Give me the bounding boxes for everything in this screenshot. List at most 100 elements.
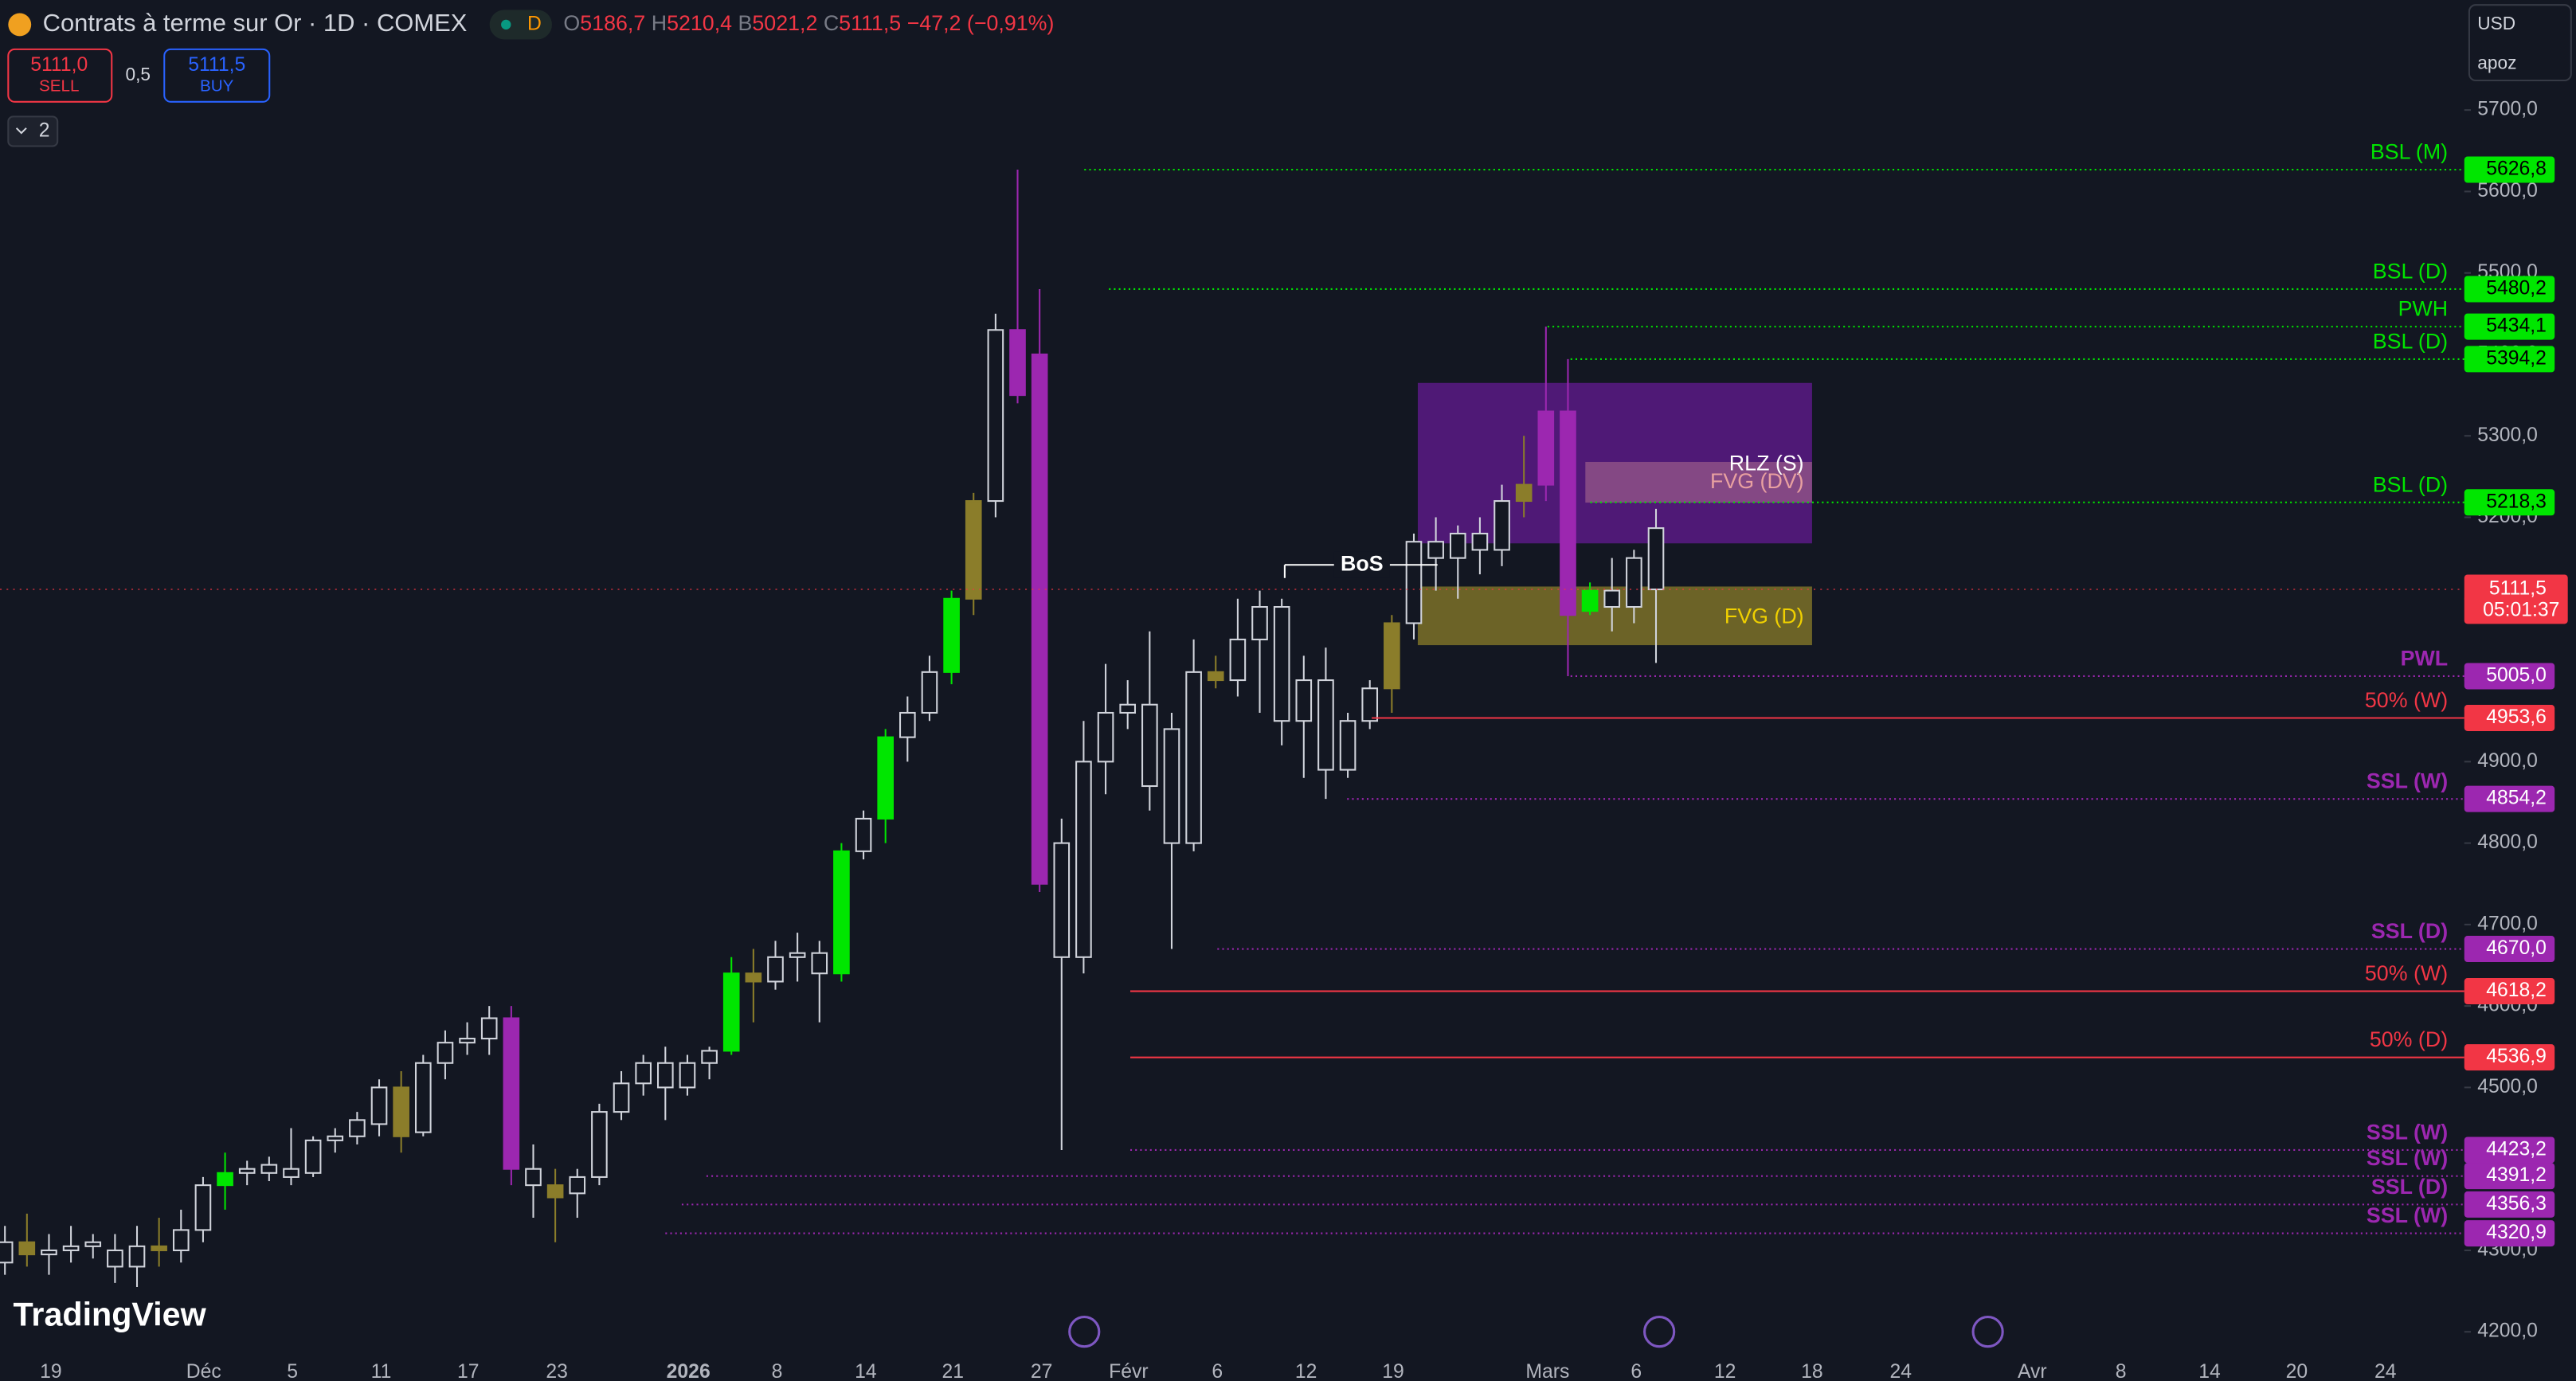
ohlc-value: 5186,7 — [580, 11, 645, 35]
indicator-toggle[interactable] — [7, 115, 59, 147]
logo: TradingView — [14, 1296, 207, 1332]
candle-body — [1317, 679, 1334, 771]
candle-body — [987, 329, 1004, 503]
candle-body — [1515, 483, 1533, 503]
y-tick-label: 4200,0 — [2477, 1320, 2538, 1342]
zone-label: FVG (DV) — [1710, 469, 1804, 493]
candle-body — [1295, 679, 1313, 722]
candle-body — [1339, 720, 1357, 771]
candle-body — [1229, 638, 1247, 682]
candle-body — [591, 1111, 608, 1178]
ohlc-value: 5210,4 — [667, 11, 732, 35]
candle-body — [833, 850, 850, 975]
symbol-title: Contrats à terme sur Or · 1D · COMEX — [43, 9, 468, 37]
x-tick-label: 23 — [546, 1361, 568, 1381]
x-tick-label: 2026 — [667, 1361, 711, 1381]
price-tag — [2464, 936, 2555, 963]
x-tick-label: 27 — [1031, 1361, 1053, 1381]
level-label: 50% (D) — [2370, 1027, 2448, 1051]
x-tick-label: 20 — [2286, 1361, 2308, 1381]
candle-body — [921, 671, 938, 714]
candle-body — [1009, 329, 1026, 397]
currency-box[interactable] — [2468, 4, 2572, 82]
sell-button[interactable] — [7, 48, 113, 103]
candle-body — [679, 1062, 696, 1089]
level-label: SSL (W) — [2367, 1203, 2448, 1227]
ohlc-key: B — [738, 11, 753, 35]
candle-body — [1449, 532, 1466, 559]
price-tag-label: 5394,2 — [2486, 347, 2547, 369]
buy-button[interactable] — [163, 48, 271, 103]
candle-body — [260, 1164, 278, 1174]
event-icon[interactable] — [1068, 1316, 1101, 1348]
level-label: 50% (W) — [2365, 688, 2448, 712]
candle-body — [283, 1168, 299, 1178]
level-label: SSL (W) — [2367, 1146, 2448, 1170]
price-tag-label: 4356,3 — [2486, 1193, 2547, 1215]
candle-body — [722, 972, 740, 1052]
x-tick-label: 11 — [371, 1361, 392, 1381]
price-tag-label: 4854,2 — [2486, 788, 2547, 809]
price-tag-label: 5218,3 — [2486, 491, 2547, 512]
zone-label: RLZ (S) — [1729, 452, 1804, 475]
candle-body — [1647, 527, 1665, 591]
y-tick-label: 5700,0 — [2477, 99, 2538, 120]
candle-body — [1471, 532, 1489, 551]
price-tag — [2464, 346, 2555, 373]
candle-body — [1075, 761, 1092, 958]
price-tag — [2464, 1044, 2555, 1071]
event-icon[interactable] — [1971, 1316, 2004, 1348]
price-tag — [2464, 785, 2555, 812]
candle-body — [151, 1245, 167, 1251]
candle-body — [943, 597, 960, 673]
candle-body — [635, 1062, 652, 1085]
x-tick-label: 24 — [1890, 1361, 1912, 1381]
x-tick-label: 24 — [2374, 1361, 2397, 1381]
candle-body — [238, 1168, 256, 1174]
candle-body — [1537, 410, 1555, 486]
price-tag-label: 4391,2 — [2486, 1164, 2547, 1186]
candle-body — [1031, 353, 1048, 885]
candle-body — [657, 1062, 674, 1089]
candle-body — [811, 952, 828, 975]
x-tick-label: Avr — [2018, 1361, 2047, 1381]
candle-body — [546, 1184, 564, 1199]
candle-body — [1603, 589, 1621, 608]
level-label: BSL (M) — [2370, 139, 2448, 163]
status-dot — [501, 19, 511, 30]
candle-body — [899, 711, 916, 738]
candle-body — [393, 1086, 409, 1137]
ui: Contrats à terme sur Or · 1D · COMEX D O… — [7, 4, 2572, 1348]
candle-body — [84, 1241, 102, 1247]
candle-body — [128, 1245, 146, 1268]
x-tick-label: 14 — [855, 1361, 877, 1381]
candle-body — [789, 952, 806, 958]
x-tick-label: 14 — [2198, 1361, 2221, 1381]
candle-body — [18, 1241, 36, 1256]
candle-body — [217, 1172, 233, 1187]
candle-body — [965, 500, 982, 600]
candle-body — [0, 1241, 14, 1264]
y-tick-label: 5300,0 — [2477, 424, 2538, 446]
zone-label: FVG (D) — [1725, 604, 1804, 628]
price-tag — [2464, 1220, 2555, 1247]
price-tag-label: 5626,8 — [2486, 158, 2547, 180]
badge-bg — [489, 10, 552, 40]
currency: USD — [2477, 13, 2515, 33]
y-tick-label: 4900,0 — [2477, 750, 2538, 772]
buy-label: BUY — [200, 77, 234, 96]
countdown: 05:01:37 — [2483, 599, 2559, 620]
level-label: PWH — [2398, 297, 2449, 321]
x-tick-label: Févr — [1109, 1361, 1148, 1381]
buy-price: 5111,5 — [188, 54, 245, 76]
candle-body — [41, 1249, 57, 1256]
sell-price: 5111,0 — [30, 54, 88, 76]
candle-body — [1626, 557, 1642, 608]
price-tag-label: 4320,9 — [2486, 1222, 2547, 1243]
candle-body — [1361, 687, 1379, 722]
level-label: SSL (D) — [2371, 919, 2448, 943]
candle-body — [459, 1038, 476, 1044]
event-icon[interactable] — [1643, 1316, 1676, 1348]
candle-body — [414, 1062, 432, 1133]
level-label: SSL (W) — [2367, 1120, 2448, 1144]
